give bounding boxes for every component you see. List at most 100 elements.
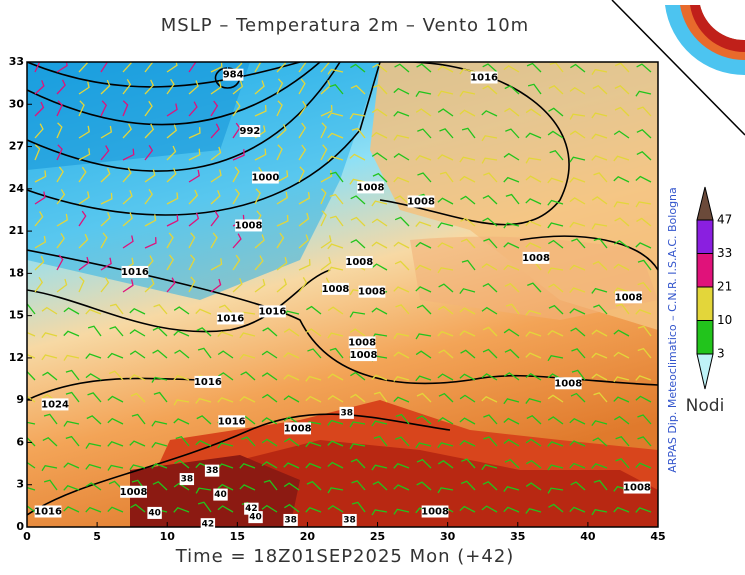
legend-top — [696, 186, 714, 221]
wind-barb — [371, 263, 388, 271]
wind-barb — [56, 79, 66, 95]
isobar-label: 1008 — [357, 182, 385, 193]
wind-barb — [459, 175, 476, 183]
wind-barb — [481, 110, 498, 117]
wind-barb — [166, 254, 174, 271]
wind-barb — [570, 63, 586, 73]
wind-barb — [460, 217, 476, 227]
isobar-label: 1016 — [258, 306, 286, 317]
wind-barb — [483, 414, 498, 425]
wind-barb — [306, 305, 322, 315]
wind-barb — [351, 501, 366, 513]
wind-barb — [327, 373, 344, 381]
wind-barb — [438, 305, 454, 315]
wind-barb — [569, 156, 586, 163]
wind-barb — [547, 464, 564, 471]
wind-barb — [547, 394, 564, 403]
isobar-label: 1008 — [284, 423, 312, 434]
wind-barb — [144, 278, 155, 293]
wind-barb — [109, 303, 124, 315]
isobar-label-box — [120, 485, 147, 498]
wind-barb — [394, 260, 410, 271]
temperature-label-box — [342, 513, 357, 526]
isobar-label: 1008 — [407, 197, 435, 208]
wind-barb — [130, 503, 146, 513]
credit: ARPAS Dip. Meteoclimatico – C.N.R. I.S.A… — [666, 187, 679, 473]
wind-barb — [232, 149, 245, 161]
wind-barb — [481, 135, 498, 142]
wind-barb — [371, 374, 388, 381]
wind-barb — [87, 392, 102, 403]
wind-barb — [239, 353, 256, 360]
wind-barb — [283, 352, 300, 359]
isobar-label: 1016 — [218, 416, 246, 427]
isobar-label-box — [522, 251, 550, 264]
wind-barb — [481, 464, 498, 471]
wind-barb — [188, 232, 196, 249]
wind-barb — [174, 459, 190, 469]
wind-barb — [153, 391, 168, 403]
wind-barb — [166, 232, 174, 249]
wind-barb — [635, 375, 652, 381]
wind-barb — [329, 83, 344, 95]
wind-barb — [34, 255, 45, 271]
wind-barb — [261, 461, 278, 469]
wind-barb — [483, 436, 498, 447]
wind-barb — [548, 304, 564, 315]
wind-barb — [591, 420, 608, 427]
wind-barb — [196, 327, 212, 337]
wind-barb — [525, 438, 542, 447]
wind-barb — [591, 133, 608, 140]
wind-barb — [371, 152, 388, 161]
wind-barb — [210, 123, 220, 139]
wind-barb — [350, 371, 366, 381]
wind-barb — [144, 214, 157, 227]
wind-barb — [327, 440, 344, 447]
wind-barb — [635, 507, 652, 513]
isobar-label-box — [258, 305, 286, 318]
wind-barb — [131, 413, 146, 425]
temperature-label-box — [248, 511, 263, 524]
wind-barb — [393, 152, 410, 161]
corner-logo — [611, 0, 745, 136]
wind-barb — [393, 176, 410, 183]
wind-barb — [569, 506, 586, 513]
wind-barb — [504, 282, 520, 293]
y-tick-label: 15 — [9, 309, 24, 322]
isobar-label: 992 — [240, 126, 261, 137]
wind-barb — [394, 195, 410, 205]
x-tick-label: 15 — [230, 530, 245, 543]
wind-barb — [503, 439, 520, 447]
isobar-label-box — [421, 505, 449, 518]
wind-barb — [166, 145, 177, 161]
wind-barb — [320, 144, 328, 161]
wind-barb — [217, 505, 234, 513]
wind-barb — [56, 122, 63, 139]
wind-barb — [174, 349, 190, 359]
wind-barb — [152, 349, 168, 359]
wind-barb — [78, 191, 90, 205]
wind-barb — [547, 416, 564, 425]
wind-barb — [151, 376, 168, 383]
wind-barb — [503, 222, 520, 229]
x-tick-label: 25 — [370, 530, 385, 543]
legend-band — [696, 320, 714, 355]
wind-barb — [592, 85, 608, 95]
temperature-label-box — [339, 406, 354, 419]
wind-barb — [504, 85, 520, 95]
wind-barb — [144, 100, 153, 117]
wind-barb — [570, 481, 586, 491]
wind-barb — [459, 373, 476, 381]
wind-barb — [483, 238, 498, 249]
wind-barb — [395, 304, 410, 315]
wind-barb — [327, 461, 344, 469]
wind-barb — [129, 329, 146, 337]
wind-barb — [34, 144, 41, 161]
wind-barb — [459, 505, 476, 513]
wind-barb — [122, 279, 134, 293]
wind-barb — [637, 414, 652, 425]
wind-barb — [41, 354, 58, 361]
wind-barb — [613, 201, 630, 208]
wind-barb — [571, 369, 586, 381]
wind-barb — [350, 195, 366, 205]
